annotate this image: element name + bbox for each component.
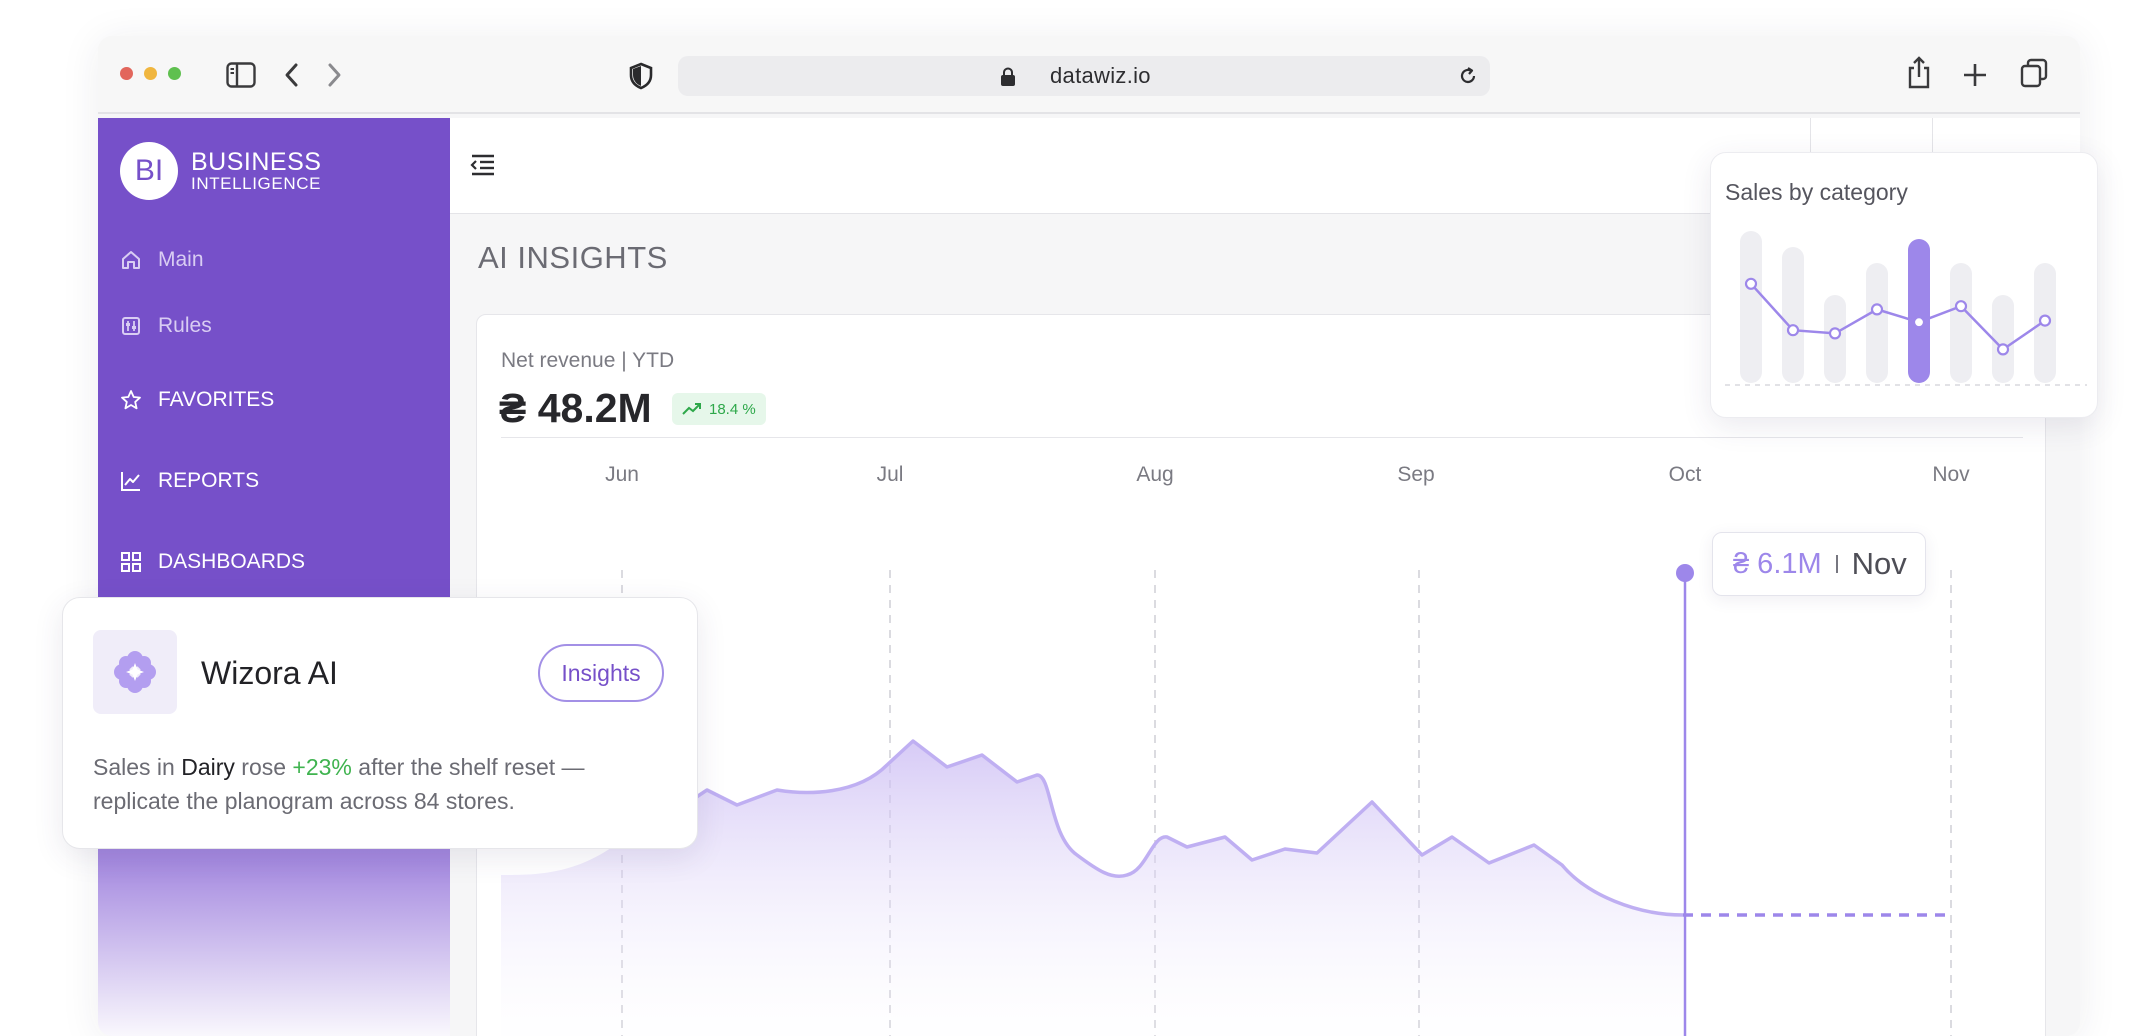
insight-category: Dairy [181,754,235,780]
insights-button[interactable]: Insights [538,644,664,702]
brand-name-line2: INTELLIGENCE [191,174,322,193]
collapse-menu-icon[interactable] [470,154,496,176]
x-tick-label: Jul [877,463,904,486]
card-divider [501,437,2023,438]
grid-icon [121,552,141,572]
ai-title: Wizora AI [201,655,338,691]
sales-by-category-card: Sales by category [1710,152,2098,418]
cursor-point[interactable] [1676,564,1694,582]
revenue-area [501,741,1683,1036]
ai-insight-card: Wizora AI Insights Sales in Dairy rose +… [62,597,698,849]
new-tab-icon[interactable] [1962,62,1988,88]
ai-insight-text: Sales in Dairy rose +23% after the shelf… [93,750,653,818]
chart-tooltip: ₴ 6.1M Nov [1712,532,1926,596]
category-point [1954,300,1968,313]
category-bar[interactable] [1992,295,2014,383]
category-point [1996,343,2010,356]
x-tick-label: Sep [1397,463,1434,486]
category-bar[interactable] [1866,263,1888,383]
revenue-value: ₴ 48.2M [499,385,652,431]
revenue-change-badge: 18.4 % [672,393,766,425]
category-point [1828,327,1842,340]
revenue-chart: Jun Jul Aug Sep Oct Nov [501,463,1970,1036]
category-point [1786,324,1800,337]
category-chart-title: Sales by category [1725,179,1908,205]
tooltip-value: ₴ 6.1M [1733,547,1822,580]
category-bar[interactable] [1782,247,1804,383]
insight-change: +23% [292,754,352,780]
forward-icon[interactable] [324,62,344,88]
zoom-window-button[interactable] [168,67,181,80]
close-window-button[interactable] [120,67,133,80]
x-tick-label: Oct [1669,463,1702,486]
address-url: datawiz.io [1050,63,1151,88]
category-chart [1725,231,2087,386]
share-icon[interactable] [1906,56,1932,90]
category-point [1912,316,1926,329]
tooltip-month: Nov [1851,546,1907,581]
main-content: AI INSIGHTS Net revenue | YTD ₴ 48.2M 18… [450,118,2080,1036]
shield-icon[interactable] [628,62,654,90]
sidebar: BI BUSINESS INTELLIGENCE Main Rules FAVO… [98,118,450,1036]
category-bar[interactable] [1908,239,1930,383]
minimize-window-button[interactable] [144,67,157,80]
revenue-change: 18.4 % [709,400,756,418]
sidebar-item-label: FAVORITES [158,388,275,411]
tabs-overview-icon[interactable] [2020,58,2048,88]
category-point [2038,314,2052,327]
sidebar-item-main[interactable]: Main [120,248,204,272]
ai-logo [93,630,177,714]
sidebar-item-label: DASHBOARDS [158,550,306,573]
browser-toolbar: datawiz.io [98,36,2080,114]
sidebar-item-label: Rules [158,314,212,337]
star-icon [121,390,141,410]
category-point [1744,277,1758,290]
trend-up-icon [682,403,701,415]
category-bar[interactable] [1950,263,1972,383]
brand-name-line1: BUSINESS [191,148,322,176]
sidebar-item-dashboards[interactable]: DASHBOARDS [120,550,305,574]
sidebar-item-reports[interactable]: REPORTS [120,469,259,493]
category-point [1870,303,1884,316]
flower-sparkle-icon [114,651,156,693]
category-bar[interactable] [1740,231,1762,383]
sidebar-item-rules[interactable]: Rules [120,314,212,338]
rules-icon [122,317,140,335]
x-axis-labels: Jun Jul Aug Sep Oct Nov [605,463,1970,486]
page-title: AI INSIGHTS [478,240,668,275]
revenue-card: Net revenue | YTD ₴ 48.2M 18.4 % Jun Jul… [476,314,2046,1036]
x-tick-label: Jun [605,463,639,486]
x-tick-label: Aug [1136,463,1173,486]
sidebar-item-label: REPORTS [158,469,260,492]
home-icon [122,251,140,269]
insight-text-part: rose [234,754,293,780]
reload-icon[interactable] [1458,66,1478,86]
sidebar-item-label: Main [158,248,204,271]
sidebar-item-favorites[interactable]: FAVORITES [120,388,274,412]
revenue-label: Net revenue | YTD [501,349,675,372]
back-icon[interactable] [282,62,302,88]
line-chart-icon [121,472,140,491]
insight-text-part: after the shelf reset — replicate the pl… [93,754,585,814]
tooltip-separator [1835,555,1838,573]
insight-text-part: Sales in [93,754,182,780]
category-trend-line [1750,282,2046,352]
sidebar-toggle-icon[interactable] [226,62,256,88]
revenue-line [621,739,1684,917]
lock-icon [1001,67,1015,86]
x-tick-label: Nov [1932,463,1970,486]
brand-logo[interactable]: BI [120,142,178,200]
address-bar[interactable]: datawiz.io [678,56,1490,96]
